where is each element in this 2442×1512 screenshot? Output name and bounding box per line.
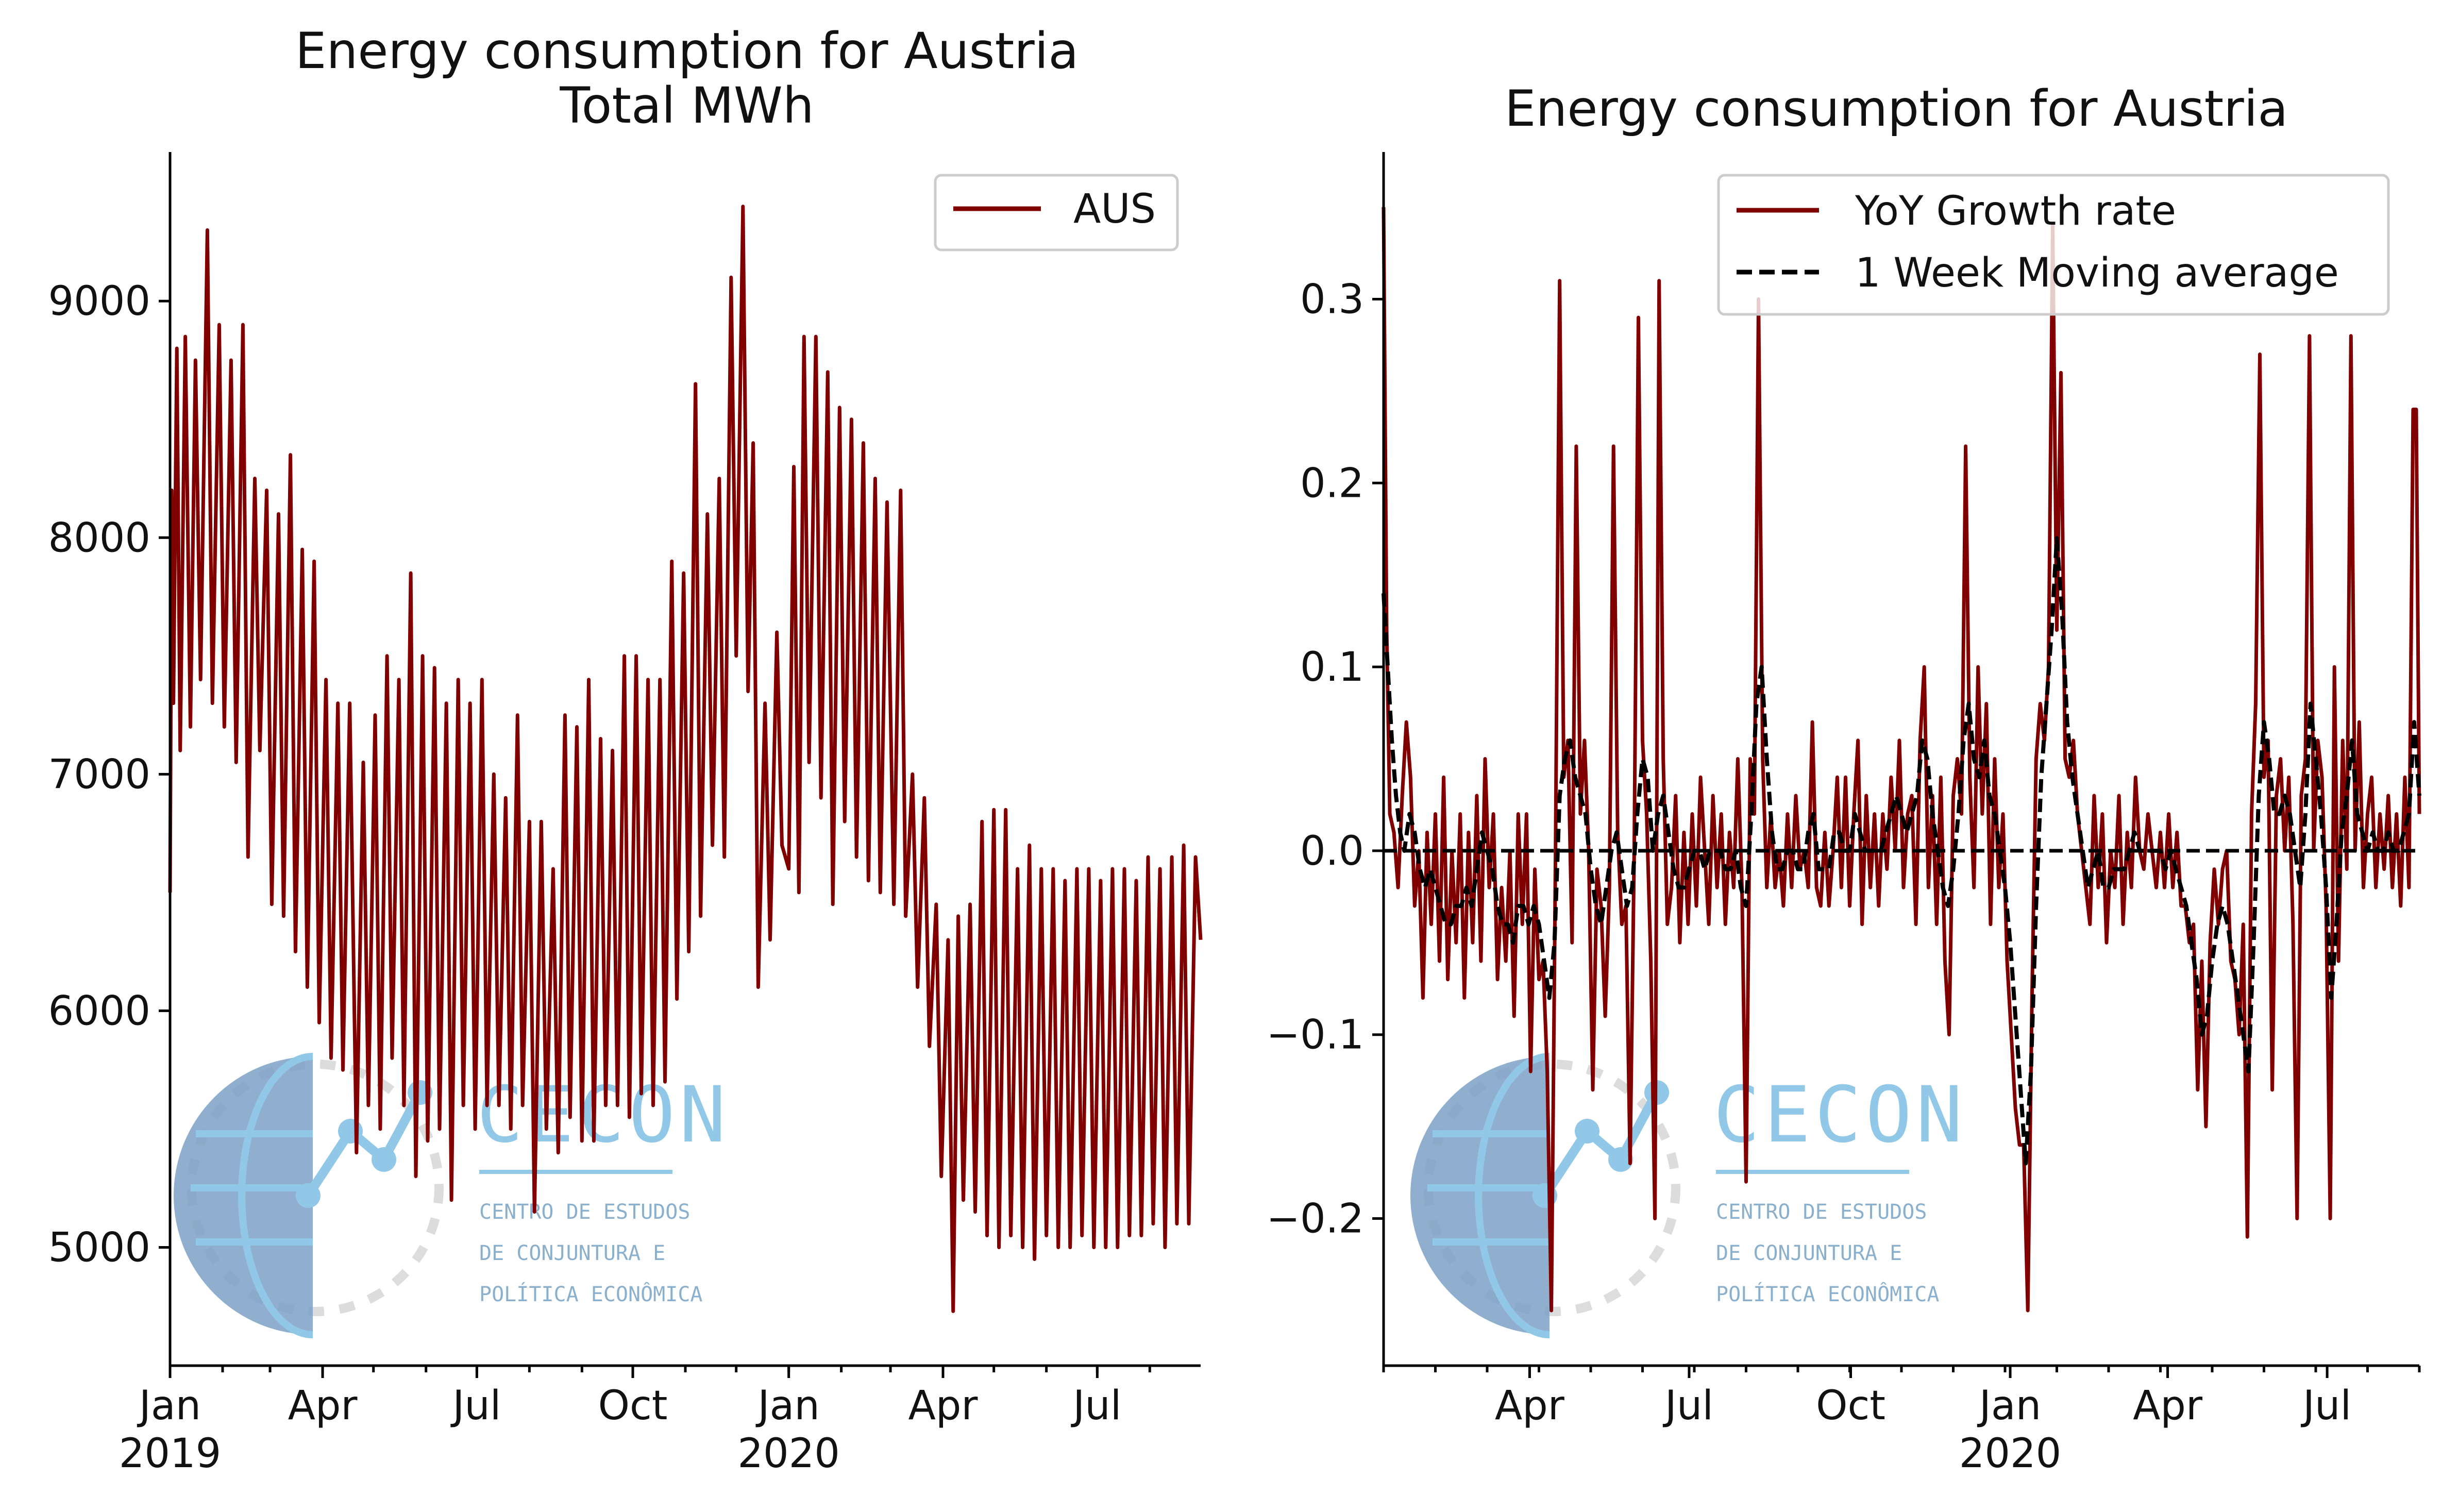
- logo-underline: [1716, 1170, 1909, 1174]
- logo-underline: [479, 1170, 672, 1174]
- left-x-tick-label: Apr: [288, 1383, 358, 1429]
- left-x-tick-label: Jan: [755, 1383, 820, 1429]
- right-legend-label-yoy: YoY Growth rate: [1855, 188, 2176, 234]
- logo-dot-3: [372, 1147, 396, 1172]
- right-x-tick-sublabel: 2020: [1959, 1431, 2062, 1477]
- left-y-tick-label: 7000: [48, 751, 150, 798]
- logo-line1: CENTRO DE ESTUDOS: [1716, 1200, 1927, 1224]
- right-x-tick-label: Jan: [1977, 1383, 2041, 1429]
- right-chart: Energy consumption for Austria CECON CEN…: [1267, 80, 2421, 1477]
- logo-name: CECON: [477, 1070, 730, 1160]
- left-series-line-0: [168, 205, 1203, 1313]
- logo-dot-1: [296, 1183, 321, 1208]
- left-x-tick-label: Jul: [1070, 1383, 1121, 1429]
- logo-line3: POLÍTICA ECONÔMICA: [1716, 1282, 1939, 1306]
- logo-line1: CENTRO DE ESTUDOS: [479, 1200, 690, 1224]
- right-legend: YoY Growth rate 1 Week Moving average: [1717, 174, 2390, 316]
- left-x-tick-label: Jul: [450, 1383, 501, 1429]
- right-series-line-1: [1382, 536, 2421, 1166]
- left-x-tick-label: Jan: [137, 1383, 201, 1429]
- right-legend-label-ma: 1 Week Moving average: [1855, 250, 2339, 296]
- left-x-tick-label: Apr: [908, 1383, 979, 1429]
- logo-ring-icon: [187, 1060, 444, 1316]
- logo-trend-icon: [304, 1090, 424, 1198]
- globe-grid-icon: [1427, 1053, 1550, 1338]
- logo-line2: DE CONJUNTURA E: [479, 1241, 665, 1265]
- left-x-tick-label: Oct: [598, 1383, 668, 1429]
- left-y-tick-label: 9000: [48, 278, 150, 325]
- globe-grid-icon: [191, 1053, 313, 1338]
- right-x-tick-label: Jul: [2300, 1383, 2351, 1429]
- logo-line3: POLÍTICA ECONÔMICA: [479, 1282, 702, 1306]
- right-y-tick-label: 0.3: [1300, 276, 1364, 323]
- left-chart: Energy consumption for Austria Total MWh…: [48, 22, 1203, 1477]
- logo-dot-3: [1608, 1147, 1633, 1172]
- left-y-tick-label: 5000: [48, 1224, 150, 1271]
- right-legend-box: [1717, 174, 2390, 316]
- left-legend-box: [934, 174, 1179, 251]
- right-y-tick-label: −0.1: [1267, 1012, 1364, 1059]
- left-series-group: [168, 205, 1203, 1313]
- right-y-tick-label: −0.2: [1267, 1196, 1364, 1242]
- logo-line2: DE CONJUNTURA E: [1716, 1241, 1902, 1265]
- logo-name: CECON: [1713, 1070, 1967, 1160]
- right-y-tick-label: 0.0: [1300, 828, 1364, 875]
- left-x-tick-sublabel: 2020: [737, 1431, 840, 1477]
- logo-dot-2: [1575, 1119, 1599, 1144]
- right-x-tick-label: Jul: [1662, 1383, 1713, 1429]
- left-chart-title-line2: Total MWh: [559, 77, 814, 135]
- right-series-group: [1382, 207, 2421, 1313]
- right-x-tick-label: Oct: [1816, 1383, 1885, 1429]
- right-chart-title: Energy consumption for Austria: [1505, 80, 2288, 138]
- logo-trend-icon: [1541, 1090, 1661, 1198]
- right-y-tick-label: 0.2: [1300, 460, 1364, 507]
- left-legend-label-aus: AUS: [1073, 186, 1156, 232]
- left-legend: AUS: [934, 174, 1179, 251]
- left-y-tick-label: 6000: [48, 988, 150, 1034]
- cecon-logo-left: CECON CENTRO DE ESTUDOS DE CONJUNTURA E …: [174, 1053, 730, 1338]
- left-x-tick-sublabel: 2019: [119, 1431, 222, 1477]
- cecon-logo-right: CECON CENTRO DE ESTUDOS DE CONJUNTURA E …: [1410, 1053, 1967, 1338]
- left-y-tick-label: 8000: [48, 515, 150, 561]
- right-x-tick-label: Apr: [1495, 1383, 1565, 1429]
- logo-dot-2: [338, 1119, 363, 1144]
- right-x-tick-label: Apr: [2133, 1383, 2203, 1429]
- left-chart-title-line1: Energy consumption for Austria: [295, 22, 1079, 80]
- right-y-tick-label: 0.1: [1300, 644, 1364, 691]
